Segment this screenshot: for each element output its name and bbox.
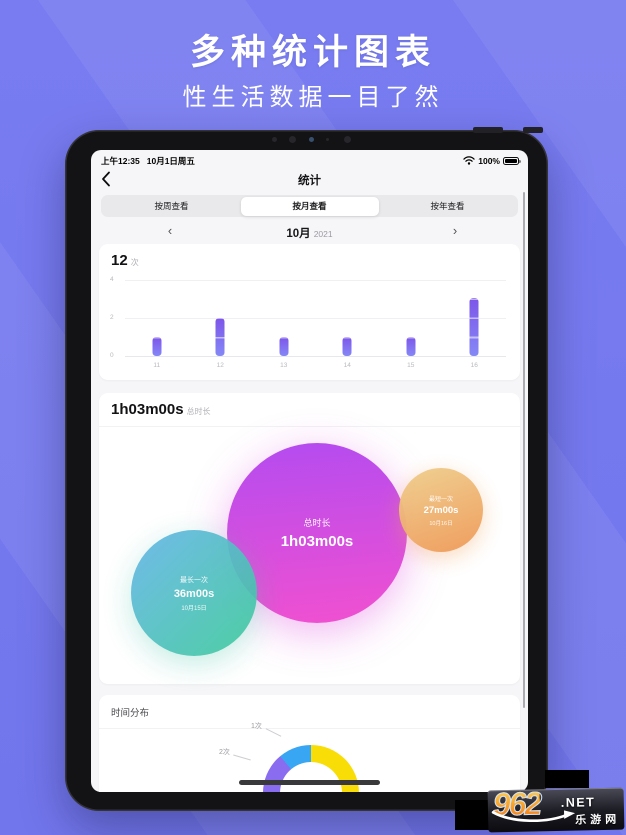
bar-chart-xlabels: 11 12 13 14 15 16 [125,362,506,369]
x-tick-label: 14 [343,362,351,369]
camera-lens-icon [309,137,314,142]
tablet-screen: 上午12:35 10月1日周五 100% [91,150,528,792]
page-title: 统计 [298,175,321,187]
bar-chart-bars [125,280,506,356]
sensor-dot [326,138,329,141]
status-date: 10月1日周五 [146,156,195,166]
tab-by-year[interactable]: 按年查看 [430,201,465,211]
bubble-label: 最短一次 [428,496,453,503]
bubble-date: 10月16日 [429,520,453,527]
month-label: 10月 [286,228,311,240]
bubble-value: 27m00s [423,504,459,516]
x-tick-label: 12 [216,362,224,369]
bar-day-14 [342,336,352,356]
count-unit: 次 [130,258,139,267]
status-right: 100% [463,155,521,167]
bar-day-13 [279,336,289,356]
callout-line [265,728,282,737]
bar-day-12 [215,317,225,356]
duration-header: 1h03m00s 总时长 [99,393,520,427]
battery-icon [503,156,521,166]
count-value: 12 [111,252,128,269]
watermark-badge: 962 .NET 乐游网 [487,785,625,833]
bubble-label: 最长一次 [180,576,208,584]
donut-callout-1: 1次 [251,723,262,730]
wifi-icon [463,155,475,167]
donut-callout-2: 2次 [219,749,230,756]
x-tick-label: 15 [407,362,415,369]
tab-by-week[interactable]: 按周查看 [154,201,189,211]
duration-value: 1h03m00s [111,401,184,418]
bar-slot [316,280,380,356]
bar-day-16 [469,298,479,356]
longest-duration-bubble: 最长一次 36m00s 10月15日 [131,530,257,656]
month-year-label: 10月 2021 [91,224,528,242]
power-button [523,127,543,133]
status-left: 上午12:35 10月1日周五 [101,155,202,167]
duration-bubble-card: 1h03m00s 总时长 总时长 1h03m00s 最长一次 36m00s 10月… [99,393,520,684]
battery-percent: 100% [478,156,500,166]
tab-by-month[interactable]: 按月查看 [240,196,379,216]
bubble-label: 总时长 [303,518,331,528]
x-tick-label: 16 [470,362,478,369]
callout-line [233,754,251,761]
hero-title: 多种统计图表 [189,33,436,72]
camera-icon [289,136,296,143]
home-indicator[interactable] [239,780,380,785]
y-tick-label: 2 [110,314,114,321]
time-distribution-card: 时间分布 1次 2次 [99,695,520,792]
watermark-logo: 962 .NET 乐游网 [455,770,626,835]
watermark-patch [455,800,493,830]
month-selector: ‹ 10月 2021 › [91,222,528,244]
bubble-value: 36m00s [173,587,215,600]
shortest-duration-bubble: 最短一次 27m00s 10月16日 [399,468,483,552]
bar-day-11 [152,336,162,356]
x-tick-label: 11 [153,362,161,369]
status-time: 上午12:35 [101,156,140,166]
bar-slot [443,280,507,356]
bar-slot [252,280,316,356]
scrollbar[interactable] [522,192,525,708]
prev-month-button[interactable]: ‹ [167,223,173,238]
hero-subtitle: 性生活数据一目了然 [182,84,444,111]
bar-chart-plot [125,280,506,357]
count-bar-chart-card: 12 次 4 2 0 11 12 13 14 15 16 [99,244,520,380]
total-duration-bubble: 总时长 1h03m00s [227,443,407,623]
watermark-patch [545,770,589,788]
bubble-date: 10月15日 [181,605,207,612]
back-button[interactable] [101,171,113,188]
swoosh-arrow-icon [490,807,576,832]
bar-slot [125,280,189,356]
nav-bar: 统计 [91,168,528,192]
bubble-value: 1h03m00s [280,533,354,550]
tablet-device-frame: 上午12:35 10月1日周五 100% [65,127,548,811]
bar-day-15 [406,336,416,356]
view-mode-tabs: 按周查看 按月查看 按年查看 [101,195,518,217]
camera-icon [344,136,351,143]
y-tick-label: 4 [110,276,114,283]
next-month-button[interactable]: › [452,223,458,238]
count-header: 12 次 [111,252,139,270]
status-bar: 上午12:35 10月1日周五 100% [101,154,521,168]
year-label: 2021 [313,229,333,239]
distribution-header: 时间分布 [99,695,520,729]
sensor-dot [272,137,277,142]
distribution-title: 时间分布 [111,708,150,719]
duration-unit: 总时长 [186,407,211,416]
volume-button [473,127,503,133]
x-tick-label: 13 [280,362,288,369]
y-tick-label: 0 [110,352,114,359]
bar-slot [189,280,253,356]
bar-slot [379,280,443,356]
watermark-site-name: 乐游网 [575,813,621,827]
